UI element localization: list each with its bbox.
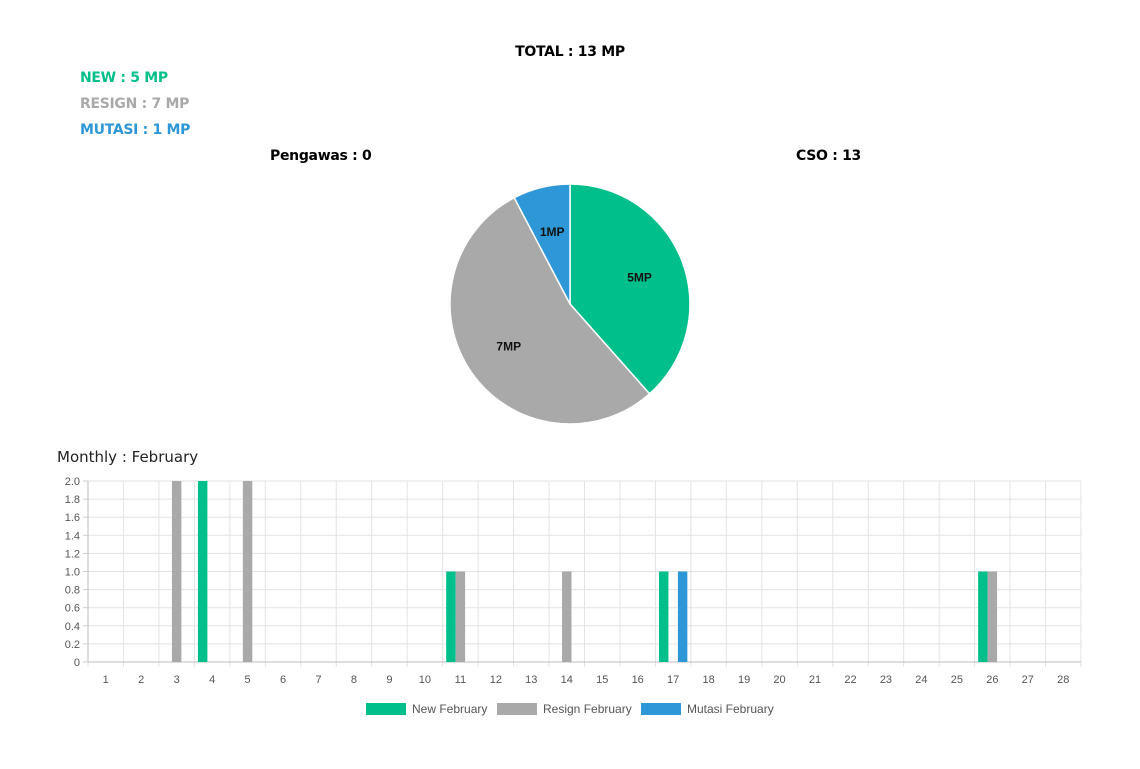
- summary-mutasi: MUTASI : 1 MP: [80, 122, 191, 138]
- x-tick-label: 25: [951, 674, 963, 686]
- legend-label-resign[interactable]: Resign February: [543, 702, 632, 716]
- x-tick-label: 2: [138, 674, 144, 686]
- x-tick-label: 16: [632, 674, 644, 686]
- pie-slice-resign[interactable]: [449, 196, 651, 425]
- monthly-title: Monthly : February: [57, 448, 199, 466]
- bar-resign-5[interactable]: [242, 481, 253, 662]
- x-tick-label: 9: [386, 674, 392, 686]
- x-tick-label: 19: [738, 674, 750, 686]
- y-tick-label: 0.6: [65, 603, 80, 615]
- x-tick-label: 28: [1057, 674, 1069, 686]
- y-tick-label: 0.4: [65, 621, 80, 633]
- x-tick-label: 11: [455, 674, 466, 686]
- pie-label-resign: 7MP: [496, 339, 521, 353]
- x-tick-label: 17: [667, 674, 679, 686]
- x-tick-label: 26: [986, 674, 998, 686]
- bar-resign-11[interactable]: [455, 571, 466, 663]
- y-tick-label: 0.8: [65, 585, 80, 597]
- x-tick-label: 18: [703, 674, 715, 686]
- y-tick-label: 1.2: [65, 548, 80, 560]
- bar-resign-3[interactable]: [171, 481, 182, 662]
- bar-new-4[interactable]: [197, 481, 208, 662]
- summary-resign: RESIGN : 7 MP: [80, 96, 190, 112]
- legend-swatch-new[interactable]: [366, 703, 406, 715]
- x-tick-label: 15: [596, 674, 608, 686]
- y-tick-label: 1.4: [65, 530, 80, 542]
- x-tick-label: 24: [915, 674, 927, 686]
- summary-new: NEW : 5 MP: [80, 70, 168, 86]
- legend-label-mutasi[interactable]: Mutasi February: [687, 702, 774, 716]
- legend-swatch-resign[interactable]: [497, 703, 537, 715]
- bar-new-11[interactable]: [446, 571, 456, 663]
- y-tick-label: 0.2: [65, 639, 80, 651]
- x-tick-label: 27: [1022, 674, 1034, 686]
- x-tick-label: 23: [880, 674, 892, 686]
- pie-label-mutasi: 1MP: [540, 225, 565, 239]
- x-tick-label: 13: [525, 674, 537, 686]
- x-tick-label: 10: [419, 674, 431, 686]
- x-tick-label: 12: [490, 674, 502, 686]
- bar-resign-14[interactable]: [562, 571, 572, 663]
- x-tick-label: 4: [209, 674, 215, 686]
- x-tick-label: 7: [315, 674, 321, 686]
- legend-label-new[interactable]: New February: [412, 702, 487, 716]
- bar-new-17[interactable]: [658, 571, 669, 663]
- y-tick-label: 2.0: [65, 476, 80, 488]
- y-tick-label: 1.8: [65, 494, 80, 506]
- y-tick-label: 0: [74, 657, 80, 669]
- pie-chart: 5MP 7MP 1MP: [449, 183, 691, 425]
- pie-label-new: 5MP: [627, 271, 652, 285]
- y-tick-label: 1.0: [65, 567, 80, 579]
- cso-count: CSO : 13: [796, 148, 861, 164]
- x-tick-label: 20: [773, 674, 785, 686]
- pengawas-count: Pengawas : 0: [270, 148, 372, 164]
- x-tick-label: 5: [245, 674, 251, 686]
- bar-mutasi-17[interactable]: [677, 571, 688, 663]
- x-tick-label: 6: [280, 674, 286, 686]
- x-tick-label: 8: [351, 674, 357, 686]
- bar-resign-26[interactable]: [987, 571, 998, 663]
- x-tick-label: 1: [103, 674, 109, 686]
- y-tick-label: 1.6: [65, 512, 80, 524]
- x-tick-label: 21: [809, 674, 821, 686]
- bar-new-26[interactable]: [978, 571, 988, 663]
- x-tick-label: 14: [561, 674, 573, 686]
- pie-slice-new[interactable]: [569, 183, 691, 395]
- legend-swatch-mutasi[interactable]: [641, 703, 681, 715]
- total-heading: TOTAL : 13 MP: [515, 44, 625, 60]
- x-tick-label: 22: [844, 674, 856, 686]
- pie-slice-mutasi[interactable]: [513, 183, 571, 305]
- x-tick-label: 3: [174, 674, 180, 686]
